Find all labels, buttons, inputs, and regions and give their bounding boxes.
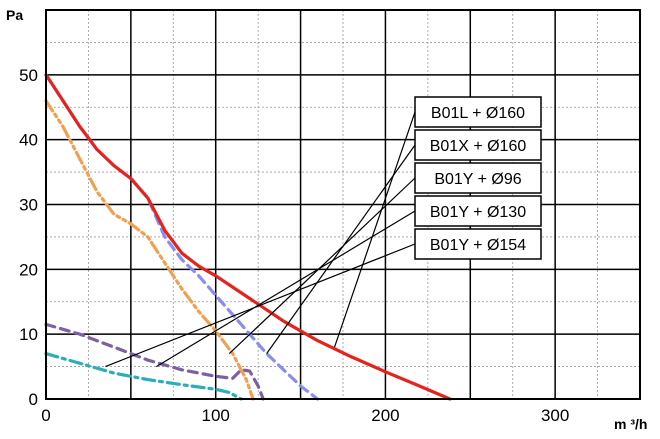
y-axis-label: Pa bbox=[6, 7, 23, 23]
series-line-1 bbox=[44, 73, 452, 401]
legend-box bbox=[414, 162, 542, 194]
y-tick-label: 40 bbox=[19, 131, 38, 150]
legend-leader-line bbox=[105, 243, 416, 368]
series-layer bbox=[44, 73, 452, 401]
legend-box bbox=[414, 96, 542, 128]
x-tick-label: 200 bbox=[371, 406, 399, 425]
major-grid bbox=[45, 10, 641, 400]
legend-leader-line bbox=[156, 210, 416, 368]
y-tick-label: 50 bbox=[19, 66, 38, 85]
legend-leader-lines bbox=[105, 111, 416, 368]
tick-labels: 0 100 200 300 0 10 20 30 40 50 bbox=[19, 66, 569, 425]
legend-label: B01Y + Ø154 bbox=[430, 237, 526, 254]
x-tick-label: 0 bbox=[41, 406, 50, 425]
legend-label: B01X + Ø160 bbox=[430, 138, 527, 155]
legend-box bbox=[414, 228, 542, 260]
series-line-4 bbox=[44, 322, 265, 401]
series-line-3 bbox=[44, 99, 255, 401]
legend-leader-line bbox=[333, 111, 416, 348]
x-tick-label: 300 bbox=[541, 406, 569, 425]
series-line-5 bbox=[44, 352, 243, 401]
legend-box bbox=[414, 129, 542, 161]
legend-leader-line bbox=[266, 144, 416, 354]
y-tick-label: 0 bbox=[29, 390, 38, 409]
legend-label: B01Y + Ø130 bbox=[430, 204, 526, 221]
legend-label: B01L + Ø160 bbox=[431, 105, 525, 122]
legend-label: B01Y + Ø96 bbox=[434, 171, 521, 188]
y-tick-label: 10 bbox=[19, 325, 38, 344]
x-axis-label: m ³/h bbox=[614, 416, 647, 432]
plot-frame bbox=[45, 9, 641, 400]
y-tick-label: 30 bbox=[19, 196, 38, 215]
y-tick-label: 20 bbox=[19, 260, 38, 279]
legend-box bbox=[414, 195, 542, 227]
legend: B01L + Ø160 B01X + Ø160 B01Y + Ø96 B01Y + Ø… bbox=[414, 96, 542, 260]
legend-leader-line bbox=[228, 177, 416, 355]
x-tick-label: 100 bbox=[202, 406, 230, 425]
